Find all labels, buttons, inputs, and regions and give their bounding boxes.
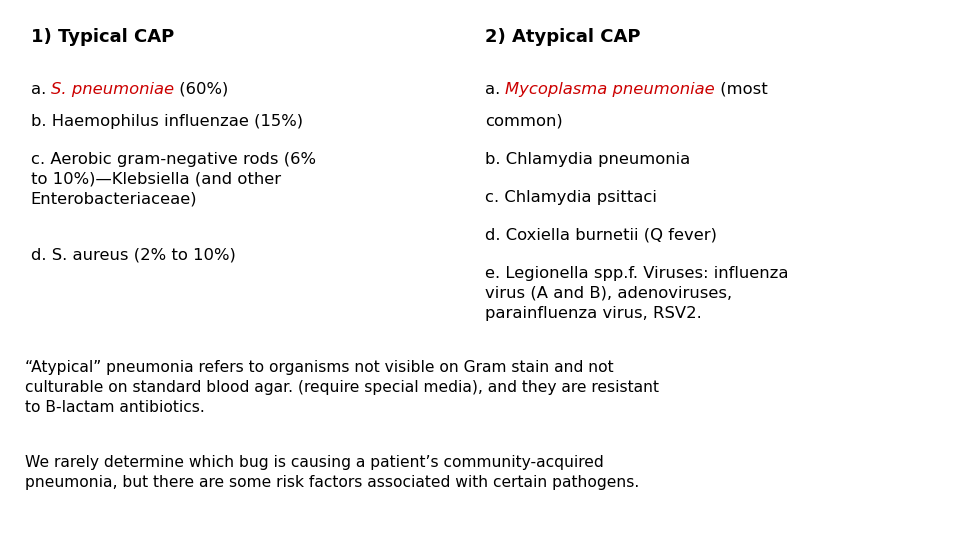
Text: d. S. aureus (2% to 10%): d. S. aureus (2% to 10%)	[31, 248, 235, 263]
Text: S. pneumoniae: S. pneumoniae	[51, 82, 175, 97]
Text: e. Legionella spp.f. Viruses: influenza
virus (A and B), adenoviruses,
parainflu: e. Legionella spp.f. Viruses: influenza …	[485, 266, 788, 321]
Text: 1) Typical CAP: 1) Typical CAP	[31, 28, 174, 46]
Text: 2) Atypical CAP: 2) Atypical CAP	[485, 28, 640, 46]
Text: c. Aerobic gram-negative rods (6%
to 10%)—Klebsiella (and other
Enterobacteriace: c. Aerobic gram-negative rods (6% to 10%…	[31, 152, 316, 207]
Text: b. Haemophilus influenzae (15%): b. Haemophilus influenzae (15%)	[31, 114, 302, 129]
Text: Mycoplasma pneumoniae: Mycoplasma pneumoniae	[505, 82, 715, 97]
Text: a.: a.	[31, 82, 51, 97]
Text: b. Chlamydia pneumonia: b. Chlamydia pneumonia	[485, 152, 690, 167]
Text: We rarely determine which bug is causing a patient’s community-acquired
pneumoni: We rarely determine which bug is causing…	[25, 455, 639, 490]
Text: common): common)	[485, 114, 563, 129]
Text: “Atypical” pneumonia refers to organisms not visible on Gram stain and not
cultu: “Atypical” pneumonia refers to organisms…	[25, 360, 659, 415]
Text: d. Coxiella burnetii (Q fever): d. Coxiella burnetii (Q fever)	[485, 228, 717, 243]
Text: c. Chlamydia psittaci: c. Chlamydia psittaci	[485, 190, 657, 205]
Text: (most: (most	[715, 82, 768, 97]
Text: (60%): (60%)	[175, 82, 228, 97]
Text: a.: a.	[485, 82, 505, 97]
